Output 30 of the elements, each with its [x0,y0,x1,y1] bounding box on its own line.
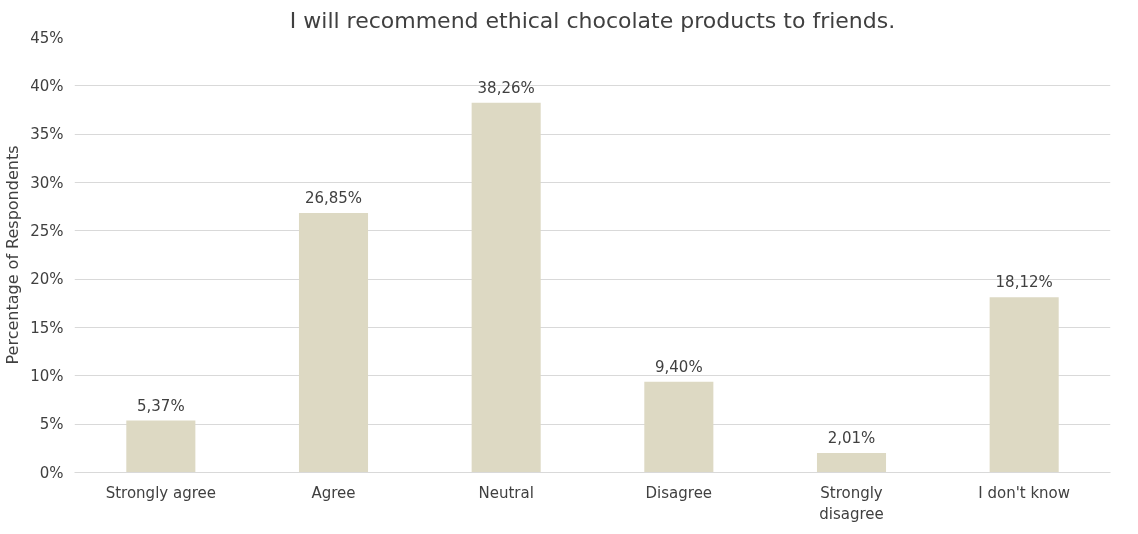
bar [471,102,541,473]
y-tick-label: 20% [30,270,64,289]
x-tick-label: Strongly agree [105,483,216,502]
x-tick-label: I don't know [978,483,1071,502]
x-tick-label: Strongly disagree [819,483,884,524]
data-label: 26,85% [304,188,363,207]
x-tick-label: Disagree [645,483,713,502]
y-tick-label: 40% [30,76,64,95]
bar [816,453,887,473]
data-label: 2,01% [827,429,876,448]
data-label: 38,26% [477,78,535,97]
y-tick-label: 35% [30,125,64,144]
x-tick-label: Agree [311,483,356,502]
bar [126,420,196,473]
y-tick-label: 25% [30,221,64,240]
y-tick-label: 15% [30,318,64,337]
data-label: 18,12% [995,273,1053,292]
y-tick-label: 45% [30,28,64,47]
data-label: 5,37% [137,396,185,415]
x-tick-label: Neutral [478,483,534,502]
bar [989,297,1059,473]
y-tick-label: 0% [39,463,64,482]
bar [644,381,714,473]
data-label: 9,40% [655,357,703,376]
y-tick-label: 5% [39,415,64,434]
y-tick-label: 10% [30,366,64,385]
chart-title: I will recommend ethical chocolate products to friends. [289,7,896,33]
y-axis-title: Percentage of Respondents [3,145,23,365]
y-tick-label: 30% [30,173,64,192]
bar [298,212,369,473]
